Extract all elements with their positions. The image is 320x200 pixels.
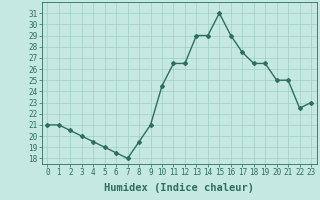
X-axis label: Humidex (Indice chaleur): Humidex (Indice chaleur) [104,183,254,193]
